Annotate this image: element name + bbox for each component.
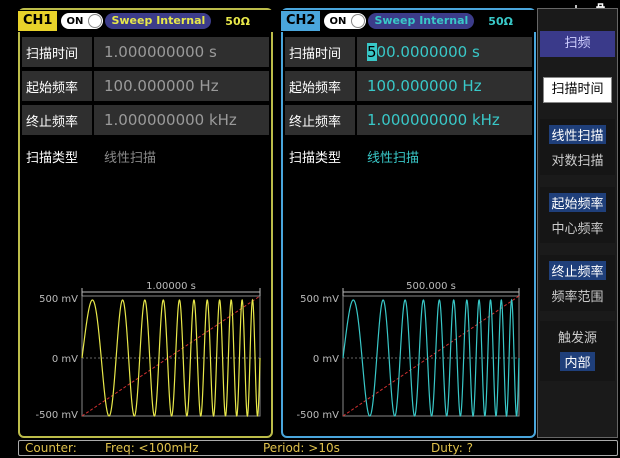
softkey-linear-option[interactable]: 线性扫描 [549,125,606,144]
counter-freq: Freq: <100mHz [105,441,199,455]
ch2-panel: CH2 ON Sweep Internal 50Ω 扫描时间 5 00.00000… [281,8,536,438]
ch1-impedance: 50Ω [225,14,250,28]
ch2-sweep-time-digits: 00.0000000 s [376,43,480,61]
ch1-stop-freq-row[interactable]: 终止频率 1.000000000 kHz [22,104,269,136]
ch2-sweep-type-row[interactable]: 扫描类型 线性扫描 [285,140,532,172]
ch1-header: CH1 ON Sweep Internal 50Ω [18,10,273,32]
ch2-label[interactable]: CH2 [281,11,321,31]
ch1-ramp-line [81,295,261,417]
ch2-stop-freq-value[interactable]: 1.000000000 kHz [357,105,532,135]
ch1-ymid-label: 0 mV [52,354,78,365]
ch1-output-toggle[interactable]: ON [61,13,104,29]
ch2-ymid-label: 0 mV [313,354,339,365]
ch1-start-freq-value[interactable]: 100.000000 Hz [94,71,269,101]
softkey-center-freq[interactable]: 中心频率 [551,222,604,237]
counter-bar: Counter: Freq: <100mHz Period: >10s Duty… [18,440,618,456]
softkey-trigger-label: 触发源 [557,331,597,346]
softkey-sweep-type[interactable]: 线性扫描 对数扫描 [540,119,615,175]
counter-label: Counter: [25,441,77,455]
softkey-stop-freq[interactable]: 终止频率 [549,261,606,280]
softkey-span[interactable]: 频率范围 [551,290,604,305]
ch2-time-label: 500.000 s [406,281,456,292]
ch1-mode-badge: Sweep Internal [105,13,212,29]
ch1-sweep-type-value[interactable]: 线性扫描 [104,150,157,166]
ch2-impedance: 50Ω [488,14,513,28]
ch2-sweep-preview: 500.000 s 500 mV 0 mV -500 mV [297,281,520,420]
toggle-knob-icon [88,14,103,28]
softkey-log-option[interactable]: 对数扫描 [551,154,604,169]
softkey-start-freq[interactable]: 起始频率 [549,193,606,212]
softkey-trigger-value[interactable]: 内部 [560,352,595,371]
ch1-start-freq-label: 起始频率 [22,71,92,101]
ch1-sweep-time-value[interactable]: 1.000000000 s [94,37,269,67]
softkey-menu: 扫频 扫描时间 线性扫描 对数扫描 起始频率 中心频率 终止频率 频率范围 触发… [537,8,618,438]
ch1-source: Internal [156,14,206,27]
ch1-mode: Sweep [111,14,153,27]
ch1-sweep-time-label: 扫描时间 [22,37,92,67]
toggle-knob-icon [351,14,366,28]
ch2-ymin-label: -500 mV [297,410,340,420]
ch2-sweep-time-value[interactable]: 5 00.0000000 s [357,37,532,67]
ch2-on-text: ON [329,15,347,27]
ch2-ymax-label: 500 mV [300,294,339,305]
ch2-sweep-time-label: 扫描时间 [285,37,355,67]
ch1-ymax-label: 500 mV [39,294,78,305]
ch2-ramp-line [342,295,520,417]
menu-title-sweep: 扫频 [540,31,615,57]
ch1-time-label: 1.00000 s [146,281,196,292]
ch1-waveform [81,298,261,418]
ch1-panel: CH1 ON Sweep Internal 50Ω 扫描时间 1.0000000… [18,8,273,438]
ch1-sweep-type-row[interactable]: 扫描类型 线性扫描 [22,140,269,172]
ch2-sweep-type-value[interactable]: 线性扫描 [367,150,420,166]
ch1-sweep-time-row[interactable]: 扫描时间 1.000000000 s [22,36,269,68]
ch2-mode: Sweep [374,14,416,27]
ch1-sweep-preview: 1.00000 s 500 mV 0 mV -500 mV [36,281,261,420]
ch2-output-toggle[interactable]: ON [324,13,367,29]
counter-period: Period: >10s [263,441,340,455]
ch2-header: CH2 ON Sweep Internal 50Ω [281,10,536,32]
softkey-sweep-time[interactable]: 扫描时间 [543,77,612,103]
ch1-ymin-label: -500 mV [36,410,79,420]
ch1-stop-freq-value[interactable]: 1.000000000 kHz [94,105,269,135]
ch2-mode-badge: Sweep Internal [368,13,475,29]
ch2-sweep-type-label: 扫描类型 [289,150,342,166]
ch2-source: Internal [419,14,469,27]
ch2-sweep-time-row[interactable]: 扫描时间 5 00.0000000 s [285,36,532,68]
softkey-stop-span[interactable]: 终止频率 频率范围 [540,255,615,311]
ch2-start-freq-value[interactable]: 100.000000 Hz [357,71,532,101]
softkey-start-center[interactable]: 起始频率 中心频率 [540,187,615,243]
ch1-label[interactable]: CH1 [18,11,58,31]
ch2-sweep-time-cursor: 5 [367,43,377,61]
ch1-on-text: ON [66,15,84,27]
ch2-start-freq-label: 起始频率 [285,71,355,101]
ch1-sweep-type-label: 扫描类型 [26,150,79,166]
ch2-stop-freq-row[interactable]: 终止频率 1.000000000 kHz [285,104,532,136]
ch1-start-freq-row[interactable]: 起始频率 100.000000 Hz [22,70,269,102]
softkey-trigger-source[interactable]: 触发源 内部 [540,321,615,381]
ch1-stop-freq-label: 终止频率 [22,105,92,135]
ch2-start-freq-row[interactable]: 起始频率 100.000000 Hz [285,70,532,102]
ch2-waveform [342,298,520,418]
ch2-stop-freq-label: 终止频率 [285,105,355,135]
counter-duty: Duty: ? [431,441,474,455]
